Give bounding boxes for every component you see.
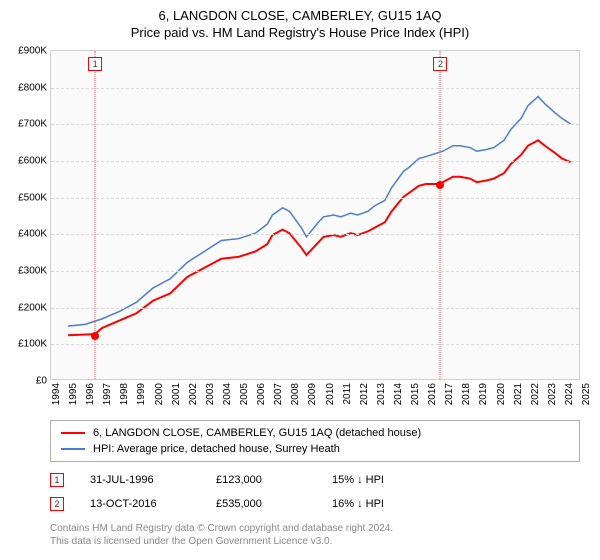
footer-attribution: Contains HM Land Registry data © Crown c…	[50, 522, 580, 548]
legend-item: HPI: Average price, detached house, Surr…	[61, 441, 569, 457]
x-axis-label: 2020	[496, 383, 507, 405]
transaction-index-box: 2	[50, 497, 64, 511]
x-axis-label: 2017	[444, 383, 455, 405]
grid-line	[51, 161, 579, 162]
transaction-pct: 16% ↓ HPI	[332, 498, 432, 510]
x-axis-label: 2010	[325, 383, 336, 405]
x-axis-label: 2004	[222, 383, 233, 405]
x-axis-label: 2013	[376, 383, 387, 405]
y-axis-label: £900K	[18, 46, 47, 57]
footer-line: This data is licensed under the Open Gov…	[50, 535, 580, 548]
y-axis-label: £0	[36, 376, 47, 387]
y-axis-label: £300K	[18, 266, 47, 277]
x-axis-label: 2022	[530, 383, 541, 405]
x-axis-label: 2015	[410, 383, 421, 405]
x-axis-label: 2002	[188, 383, 199, 405]
transaction-pct: 15% ↓ HPI	[332, 474, 432, 486]
transaction-index-box: 1	[50, 473, 64, 487]
x-axis-label: 1997	[102, 383, 113, 405]
marker-line	[440, 51, 441, 379]
transaction-date: 31-JUL-1996	[90, 474, 190, 486]
transaction-row: 1 31-JUL-1996 £123,000 15% ↓ HPI	[50, 468, 580, 492]
x-axis-label: 2024	[564, 383, 575, 405]
y-axis-label: £800K	[18, 82, 47, 93]
x-axis-label: 2018	[461, 383, 472, 405]
y-axis-label: £200K	[18, 302, 47, 313]
footer-line: Contains HM Land Registry data © Crown c…	[50, 522, 580, 535]
legend-label: 6, LANGDON CLOSE, CAMBERLEY, GU15 1AQ (d…	[93, 425, 421, 441]
chart-subtitle: Price paid vs. HM Land Registry's House …	[0, 23, 600, 40]
marker-dot	[91, 332, 99, 340]
grid-line	[51, 198, 579, 199]
x-axis-label: 2008	[290, 383, 301, 405]
marker-line	[95, 51, 96, 379]
x-axis-label: 2025	[581, 383, 592, 405]
x-axis-label: 2016	[427, 383, 438, 405]
grid-line	[51, 234, 579, 235]
transaction-table: 1 31-JUL-1996 £123,000 15% ↓ HPI 2 13-OCT-201…	[50, 468, 580, 516]
grid-line	[51, 344, 579, 345]
chart-title: 6, LANGDON CLOSE, CAMBERLEY, GU15 1AQ	[0, 0, 600, 23]
x-axis-label: 1994	[51, 383, 62, 405]
grid-line	[51, 271, 579, 272]
x-axis-label: 2005	[239, 383, 250, 405]
x-axis-label: 2011	[342, 383, 353, 405]
x-axis-label: 2012	[359, 383, 370, 405]
grid-line	[51, 88, 579, 89]
x-axis-label: 1995	[68, 383, 79, 405]
y-axis-label: £700K	[18, 119, 47, 130]
x-axis-label: 1996	[85, 383, 96, 405]
grid-line	[51, 124, 579, 125]
legend-label: HPI: Average price, detached house, Surr…	[93, 441, 340, 457]
legend: 6, LANGDON CLOSE, CAMBERLEY, GU15 1AQ (d…	[50, 420, 580, 462]
transaction-row: 2 13-OCT-2016 £535,000 16% ↓ HPI	[50, 492, 580, 516]
marker-dot	[436, 181, 444, 189]
x-axis-label: 1999	[136, 383, 147, 405]
x-axis-label: 2014	[393, 383, 404, 405]
chart-svg	[51, 51, 579, 379]
x-axis-label: 2023	[547, 383, 558, 405]
x-axis-label: 2003	[205, 383, 216, 405]
transaction-date: 13-OCT-2016	[90, 498, 190, 510]
x-axis-label: 2007	[273, 383, 284, 405]
marker-box: 2	[433, 57, 447, 71]
x-axis-label: 2000	[154, 383, 165, 405]
chart-area: £0£100K£200K£300K£400K£500K£600K£700K£80…	[50, 50, 580, 380]
y-axis-label: £500K	[18, 192, 47, 203]
grid-line	[51, 308, 579, 309]
x-axis-label: 2021	[513, 383, 524, 405]
marker-box: 1	[88, 57, 102, 71]
x-axis-label: 2001	[171, 383, 182, 405]
x-axis-label: 2009	[307, 383, 318, 405]
series-line	[68, 97, 570, 327]
legend-swatch	[61, 432, 85, 434]
series-line	[68, 140, 570, 335]
y-axis-label: £600K	[18, 156, 47, 167]
legend-swatch	[61, 448, 85, 450]
y-axis-label: £400K	[18, 229, 47, 240]
transaction-price: £123,000	[216, 474, 306, 486]
x-axis-label: 2006	[256, 383, 267, 405]
y-axis-label: £100K	[18, 339, 47, 350]
x-axis-label: 1998	[119, 383, 130, 405]
x-axis-label: 2019	[478, 383, 489, 405]
transaction-price: £535,000	[216, 498, 306, 510]
legend-item: 6, LANGDON CLOSE, CAMBERLEY, GU15 1AQ (d…	[61, 425, 569, 441]
